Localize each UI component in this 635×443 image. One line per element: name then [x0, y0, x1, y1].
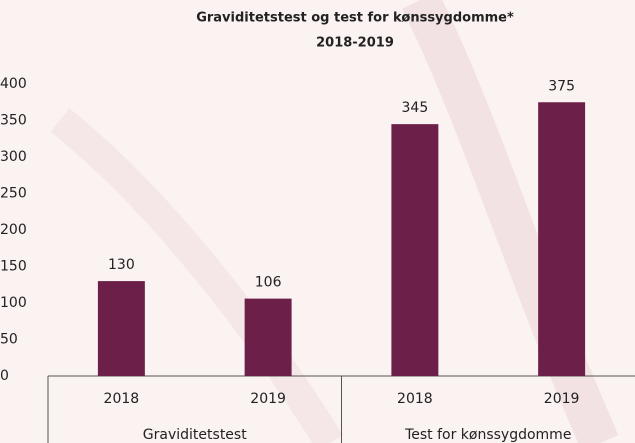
bar	[244, 298, 292, 376]
y-tick-label: 50	[0, 332, 18, 348]
y-tick-label: 400	[0, 76, 27, 92]
y-tick-label: 100	[0, 295, 27, 311]
value-label: 345	[402, 100, 429, 116]
y-tick-label: 300	[0, 149, 27, 165]
chart-subtitle: 2018-2019	[316, 36, 394, 51]
y-tick-label: 350	[0, 113, 27, 129]
y-tick-label: 150	[0, 259, 27, 275]
bar	[391, 124, 439, 377]
chart-title: Graviditetstest og test for kønssygdomme…	[196, 11, 514, 26]
y-tick-label: 0	[0, 368, 9, 384]
value-label: 106	[255, 275, 282, 291]
background-decoration	[50, 108, 343, 443]
y-tick-label: 250	[0, 186, 27, 202]
x-tick-label: 2019	[250, 391, 286, 407]
x-tick-label: 2018	[397, 391, 433, 407]
group-label: Test for kønssygdomme	[404, 427, 571, 443]
x-tick-label: 2019	[544, 391, 580, 407]
x-tick-label: 2018	[104, 391, 140, 407]
bar	[538, 102, 586, 376]
value-label: 130	[108, 257, 135, 273]
bar	[97, 281, 145, 376]
group-label: Graviditetstest	[143, 427, 247, 443]
y-tick-label: 200	[0, 222, 27, 238]
value-label: 375	[548, 78, 575, 94]
